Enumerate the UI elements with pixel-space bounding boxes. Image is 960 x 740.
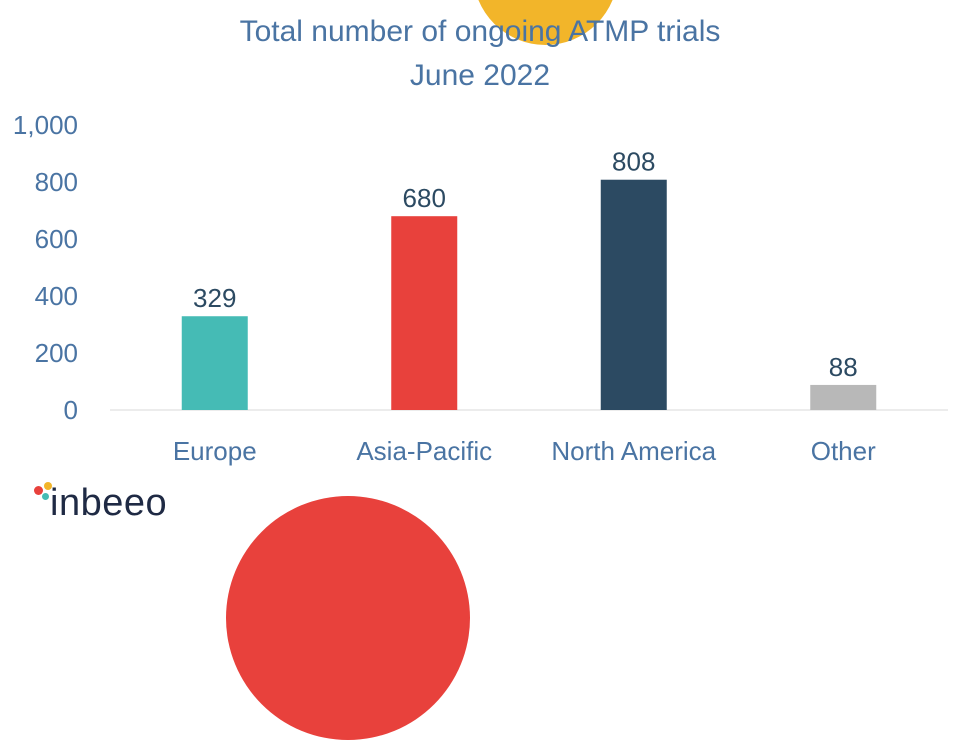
x-tick-label: Other (811, 436, 876, 466)
data-label: 808 (612, 147, 655, 177)
chart-title: Total number of ongoing ATMP trials (239, 15, 721, 48)
y-tick-label: 400 (35, 281, 78, 311)
bar (600, 179, 667, 410)
x-tick-label: North America (551, 436, 716, 466)
chart-title-block: Total number of ongoing ATMP trials June… (0, 10, 960, 98)
y-tick-label: 200 (35, 338, 78, 368)
bar-chart: 0 200 400 600 800 1,000 329 Europe 680 Asia-Pacif… (13, 110, 948, 466)
inbeeo-logo: inbeeo (30, 478, 210, 528)
logo-dot-teal (42, 493, 49, 500)
bar (810, 384, 877, 410)
chart-subtitle: June 2022 (409, 59, 551, 92)
logo-dot-yellow (44, 482, 52, 490)
x-tick-label: Asia-Pacific (356, 436, 492, 466)
y-tick-label: 800 (35, 167, 78, 197)
data-label: 329 (193, 283, 236, 313)
logo-dot-red (34, 486, 43, 495)
logo-text: inbeeo (50, 482, 168, 524)
y-tick-label: 0 (64, 395, 78, 425)
y-tick-label: 600 (35, 224, 78, 254)
data-label: 88 (829, 352, 858, 382)
x-tick-label: Europe (173, 436, 257, 466)
bar (391, 216, 458, 410)
bar (181, 316, 248, 410)
y-tick-label: 1,000 (13, 110, 78, 140)
data-label: 680 (403, 183, 446, 213)
